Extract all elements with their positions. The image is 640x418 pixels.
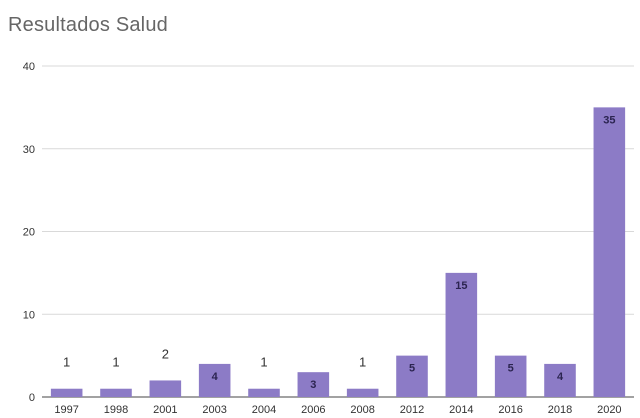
y-tick-label: 10 xyxy=(23,309,35,321)
data-label: 4 xyxy=(557,371,564,383)
x-tick-label: 2001 xyxy=(153,404,177,416)
bar-1998 xyxy=(100,388,132,397)
data-label: 5 xyxy=(409,363,415,375)
y-tick-label: 30 xyxy=(23,144,35,156)
x-tick-label: 2020 xyxy=(597,404,621,416)
x-tick-label: 2014 xyxy=(449,404,473,416)
bar-2018 xyxy=(544,363,576,397)
bar-2020 xyxy=(593,107,626,397)
x-tick-label: 2006 xyxy=(301,404,325,416)
x-tick-label: 1998 xyxy=(104,404,128,416)
bar-1997 xyxy=(50,388,83,397)
x-tick-label: 2004 xyxy=(252,404,276,416)
y-axis: 0 10 20 30 40 xyxy=(23,61,35,404)
bar-2001 xyxy=(149,380,182,397)
x-axis: 1997 1998 2001 2003 2004 2006 2008 2012 2014 2016… xyxy=(54,404,621,416)
bar-2012 xyxy=(396,355,428,397)
data-label: 1 xyxy=(260,355,267,370)
bar-2014 xyxy=(445,272,478,397)
data-label: 1 xyxy=(112,355,119,370)
x-tick-label: 2016 xyxy=(498,404,522,416)
bar-2006 xyxy=(297,372,330,397)
x-tick-label: 2003 xyxy=(202,404,226,416)
chart-title: Resultados Salud xyxy=(8,14,168,36)
x-tick-label: 2008 xyxy=(350,404,374,416)
data-label: 2 xyxy=(162,346,169,361)
data-label: 1 xyxy=(359,355,366,370)
bar-2004 xyxy=(248,388,280,397)
x-tick-label: 1997 xyxy=(54,404,78,416)
y-tick-label: 20 xyxy=(23,227,35,239)
y-tick-label: 0 xyxy=(29,392,35,404)
gridlines xyxy=(42,65,634,398)
x-tick-label: 2012 xyxy=(400,404,424,416)
y-tick-label: 40 xyxy=(23,61,35,73)
data-label: 5 xyxy=(508,363,514,375)
bar-2016 xyxy=(494,355,527,397)
data-label: 4 xyxy=(212,371,219,383)
bar-2008 xyxy=(346,388,379,397)
bar-2003 xyxy=(198,363,231,397)
data-label: 35 xyxy=(603,114,615,126)
data-label: 1 xyxy=(63,355,70,370)
data-label: 15 xyxy=(455,280,467,292)
bars xyxy=(50,107,626,397)
x-tick-label: 2018 xyxy=(548,404,572,416)
data-label: 3 xyxy=(310,379,316,391)
